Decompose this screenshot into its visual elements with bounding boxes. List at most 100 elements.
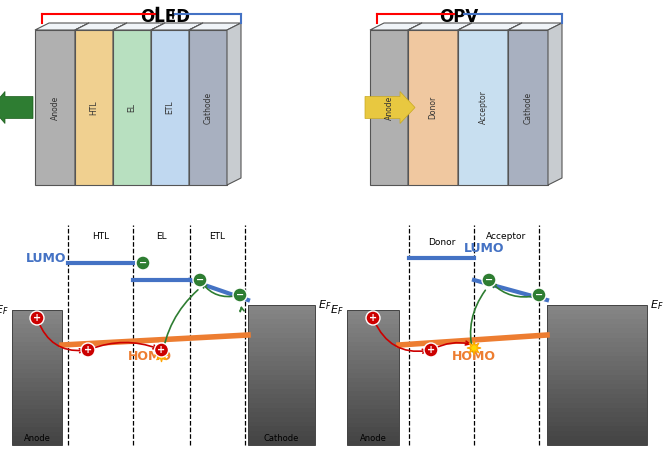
Bar (547, 394, 647, 398)
Circle shape (424, 343, 438, 357)
Text: +: + (84, 345, 92, 355)
Bar (12, 436, 62, 440)
Bar (12, 378, 62, 382)
Text: +: + (369, 313, 377, 323)
Bar (347, 396, 399, 400)
Bar (547, 305, 647, 310)
Bar (347, 351, 399, 355)
Bar (547, 403, 647, 408)
Bar (547, 333, 647, 338)
Bar (248, 440, 315, 445)
Text: Acceptor: Acceptor (478, 91, 488, 124)
Bar (547, 440, 647, 445)
Bar (547, 365, 647, 370)
Text: +: + (157, 345, 165, 355)
Bar (248, 436, 315, 440)
Bar (547, 408, 647, 412)
Bar (347, 431, 399, 436)
Text: −: − (236, 290, 244, 300)
Bar (12, 400, 62, 405)
Polygon shape (189, 23, 241, 30)
Bar (547, 324, 647, 328)
Bar (248, 324, 315, 328)
Polygon shape (189, 23, 203, 185)
Bar (12, 319, 62, 323)
Bar (347, 414, 399, 418)
Bar (248, 412, 315, 417)
Text: LUMO: LUMO (25, 252, 66, 265)
Text: −: − (535, 290, 543, 300)
FancyArrowPatch shape (161, 290, 198, 358)
Text: Cathode: Cathode (203, 92, 213, 123)
Bar (248, 398, 315, 403)
Bar (248, 370, 315, 375)
Text: Cathode: Cathode (524, 92, 532, 123)
Bar (347, 409, 399, 414)
Bar (547, 305, 647, 445)
Bar (347, 310, 399, 445)
Bar (248, 422, 315, 427)
Bar (12, 310, 62, 314)
Bar (547, 375, 647, 380)
Text: Donor: Donor (428, 96, 438, 119)
Text: $E_F$: $E_F$ (650, 298, 664, 312)
Text: +: + (33, 313, 41, 323)
Polygon shape (458, 23, 522, 30)
Polygon shape (227, 23, 241, 185)
Bar (547, 427, 647, 431)
Bar (248, 305, 315, 310)
Bar (547, 380, 647, 384)
Bar (347, 355, 399, 360)
Bar (12, 310, 62, 445)
FancyArrow shape (0, 92, 33, 123)
Bar (347, 328, 399, 333)
Bar (12, 382, 62, 387)
Text: $E_F$: $E_F$ (330, 303, 344, 317)
Text: EL: EL (127, 103, 137, 112)
Text: $E_F$: $E_F$ (318, 298, 331, 312)
Bar (12, 323, 62, 328)
Bar (248, 403, 315, 408)
Bar (547, 314, 647, 319)
Bar (347, 310, 399, 314)
Bar (347, 391, 399, 396)
FancyArrowPatch shape (38, 321, 83, 352)
Bar (547, 319, 647, 324)
Polygon shape (548, 23, 562, 185)
Bar (248, 365, 315, 370)
Bar (547, 398, 647, 403)
Bar (547, 412, 647, 417)
Circle shape (233, 288, 247, 302)
Text: Anode: Anode (384, 95, 394, 119)
Text: HOMO: HOMO (452, 351, 496, 364)
Bar (248, 417, 315, 422)
Bar (12, 440, 62, 445)
Bar (547, 436, 647, 440)
Bar (12, 431, 62, 436)
Text: OLED: OLED (140, 8, 190, 26)
Polygon shape (408, 23, 472, 30)
Bar (12, 364, 62, 369)
Bar (347, 314, 399, 319)
Polygon shape (35, 23, 89, 30)
Text: Cathode: Cathode (264, 434, 299, 443)
Circle shape (366, 311, 380, 325)
Bar (248, 319, 315, 324)
Circle shape (155, 343, 169, 357)
Polygon shape (75, 23, 89, 185)
Polygon shape (155, 348, 169, 362)
Bar (12, 342, 62, 346)
Bar (347, 427, 399, 431)
Circle shape (193, 273, 207, 287)
Text: +: + (427, 345, 435, 355)
Bar (12, 333, 62, 337)
Circle shape (81, 343, 95, 357)
Bar (248, 384, 315, 389)
Bar (12, 391, 62, 396)
FancyArrowPatch shape (492, 283, 536, 297)
Bar (347, 319, 399, 323)
Bar (347, 440, 399, 445)
FancyArrow shape (365, 92, 415, 123)
Bar (248, 314, 315, 319)
Text: ETL: ETL (209, 232, 225, 241)
